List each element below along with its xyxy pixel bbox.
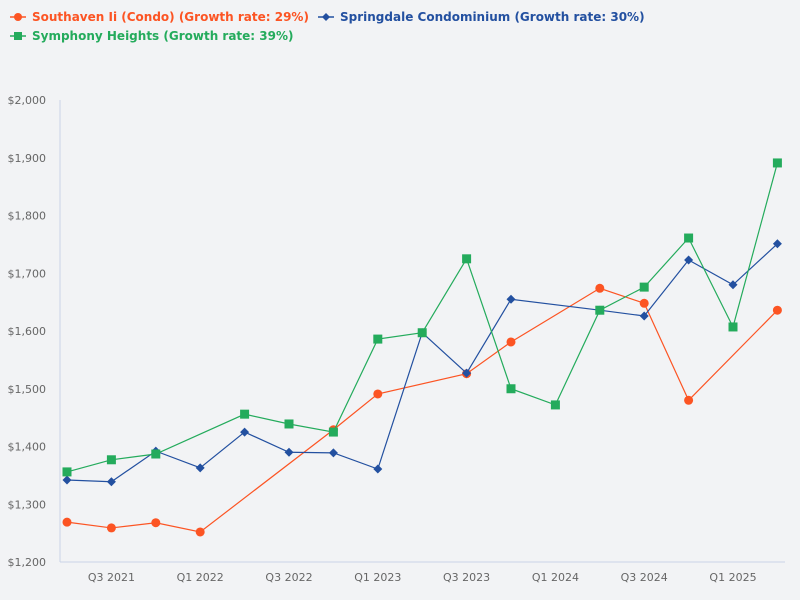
data-point[interactable] <box>373 464 383 474</box>
data-point[interactable] <box>728 322 738 332</box>
x-tick-label: Q1 2025 <box>709 571 756 584</box>
diamond-marker-icon <box>318 13 334 21</box>
data-point[interactable] <box>151 449 161 459</box>
y-tick-label: $2,000 <box>8 94 47 107</box>
square-marker-icon <box>10 32 26 40</box>
x-tick-label: Q3 2021 <box>88 571 135 584</box>
legend-item-southaven[interactable]: Southaven Ii (Condo) (Growth rate: 29%) <box>10 10 309 24</box>
series-line <box>66 243 778 483</box>
data-point[interactable] <box>550 400 560 410</box>
y-tick-label: $1,200 <box>8 556 47 569</box>
series-2 <box>62 158 782 477</box>
y-tick-label: $1,600 <box>8 325 47 338</box>
y-tick-label: $1,800 <box>8 210 47 223</box>
data-point[interactable] <box>684 395 694 405</box>
data-point[interactable] <box>462 254 472 264</box>
data-point[interactable] <box>728 280 738 290</box>
y-tick-label: $1,700 <box>8 267 47 280</box>
data-point[interactable] <box>284 419 294 429</box>
data-point[interactable] <box>195 527 205 537</box>
circle-marker-icon <box>10 13 26 21</box>
y-tick-label: $1,400 <box>8 441 47 454</box>
series-line <box>66 287 778 533</box>
chart-legend: Southaven Ii (Condo) (Growth rate: 29%) … <box>0 0 800 50</box>
legend-label: Springdale Condominium (Growth rate: 30%… <box>340 10 645 24</box>
x-tick-label: Q1 2022 <box>177 571 224 584</box>
data-point[interactable] <box>595 305 605 315</box>
data-point[interactable] <box>240 409 250 419</box>
chart-series <box>62 158 782 537</box>
y-tick-label: $1,500 <box>8 383 47 396</box>
data-point[interactable] <box>506 337 516 347</box>
data-point[interactable] <box>373 389 383 399</box>
x-tick-label: Q1 2024 <box>532 571 579 584</box>
x-tick-label: Q1 2023 <box>354 571 401 584</box>
series-0 <box>62 283 782 537</box>
series-1 <box>62 239 782 487</box>
y-tick-label: $1,300 <box>8 498 47 511</box>
data-point[interactable] <box>639 298 649 308</box>
data-point[interactable] <box>639 282 649 292</box>
data-point[interactable] <box>151 518 161 528</box>
data-point[interactable] <box>772 239 782 249</box>
data-point[interactable] <box>195 463 205 473</box>
legend-item-symphony[interactable]: Symphony Heights (Growth rate: 39%) <box>10 29 294 43</box>
data-point[interactable] <box>639 311 649 321</box>
data-point[interactable] <box>772 158 782 168</box>
data-point[interactable] <box>506 294 516 304</box>
data-point[interactable] <box>595 283 605 293</box>
chart-axes: $1,200 $1,300 $1,400 $1,500 $1,600 $1,700 $1,8… <box>8 94 785 584</box>
x-tick-label: Q3 2022 <box>265 571 312 584</box>
data-point[interactable] <box>506 384 516 394</box>
legend-label: Symphony Heights (Growth rate: 39%) <box>32 29 294 43</box>
data-point[interactable] <box>684 255 694 265</box>
data-point[interactable] <box>62 517 72 527</box>
data-point[interactable] <box>328 448 338 458</box>
series-line <box>66 162 778 473</box>
data-point[interactable] <box>684 233 694 243</box>
data-point[interactable] <box>62 467 72 477</box>
data-point[interactable] <box>106 477 116 487</box>
data-point[interactable] <box>106 523 116 533</box>
data-point[interactable] <box>462 368 472 378</box>
data-point[interactable] <box>240 427 250 437</box>
data-point[interactable] <box>328 427 338 437</box>
data-point[interactable] <box>284 447 294 457</box>
data-point[interactable] <box>106 455 116 465</box>
y-tick-label: $1,900 <box>8 152 47 165</box>
data-point[interactable] <box>62 475 72 485</box>
x-tick-label: Q3 2024 <box>621 571 668 584</box>
data-point[interactable] <box>772 305 782 315</box>
legend-item-springdale[interactable]: Springdale Condominium (Growth rate: 30%… <box>318 10 645 24</box>
legend-label: Southaven Ii (Condo) (Growth rate: 29%) <box>32 10 309 24</box>
data-point[interactable] <box>373 334 383 344</box>
data-point[interactable] <box>417 328 427 338</box>
x-tick-label: Q3 2023 <box>443 571 490 584</box>
